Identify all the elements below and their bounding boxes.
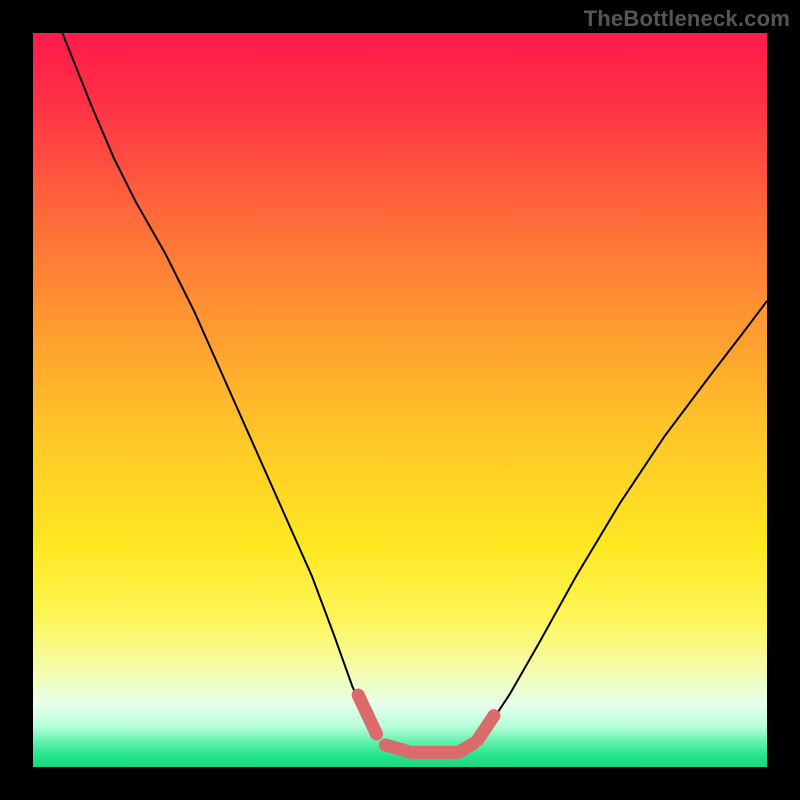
gradient-background [33, 33, 767, 767]
highlight-segment [459, 744, 474, 753]
watermark-text: TheBottleneck.com [584, 6, 790, 32]
bottleneck-curve-chart [33, 33, 767, 767]
figure-root: TheBottleneck.com [0, 0, 800, 800]
